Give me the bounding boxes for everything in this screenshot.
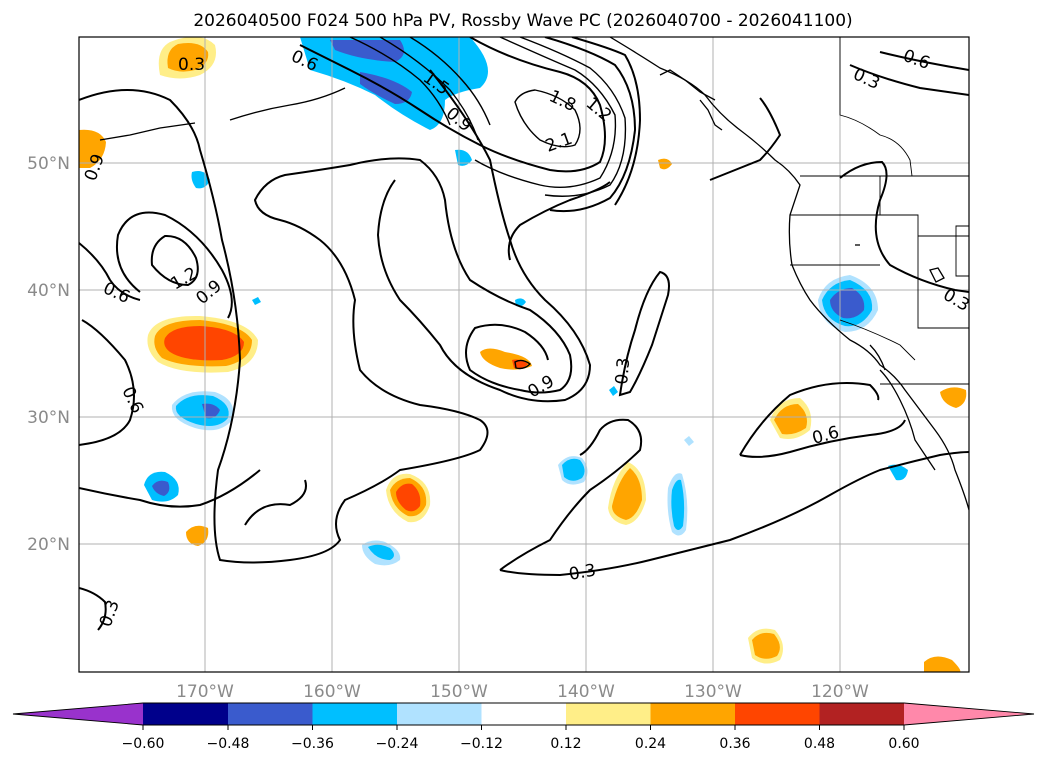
contour-label: 0.3 <box>612 357 634 386</box>
colorbar-segment <box>228 703 313 725</box>
colorbar-tick-labels: −0.60 −0.48 −0.36 −0.24 −0.12 0.12 0.24 … <box>122 736 920 752</box>
colorbar-tick-label: −0.12 <box>460 736 503 752</box>
colorbar-segment <box>143 703 228 725</box>
contour-label: 0.3 <box>567 561 597 585</box>
colorbar-segment <box>397 703 482 725</box>
colorbar-tick-label: −0.24 <box>376 736 419 752</box>
negative-anomaly <box>671 479 685 530</box>
positive-anomaly <box>774 404 807 435</box>
map-panel: 0.3 0.6 1.5 0.9 1.8 1.2 2.1 0.6 0.3 0.9 … <box>78 36 970 673</box>
positive-anomaly <box>79 129 106 168</box>
lon-label: 130°W <box>684 682 742 702</box>
positive-anomaly <box>186 525 209 546</box>
positive-anomaly <box>612 468 642 520</box>
positive-anomaly <box>658 158 672 170</box>
positive-anomaly <box>924 656 961 672</box>
colorbar-segment <box>735 703 820 725</box>
negative-anomaly <box>175 395 229 426</box>
figure-title: 2026040500 F024 500 hPa PV, Rossby Wave … <box>193 11 852 31</box>
negative-anomaly <box>609 386 618 396</box>
lon-label: 170°W <box>176 682 234 702</box>
colorbar-segment <box>312 703 397 725</box>
lat-label: 20°N <box>27 535 70 555</box>
negative-anomaly-core <box>330 40 404 62</box>
colorbar-segment <box>481 703 566 725</box>
colorbar-segment <box>819 703 904 725</box>
colorbar-tick-label: −0.36 <box>291 736 334 752</box>
positive-anomaly <box>752 632 780 659</box>
colorbar-segment <box>566 703 651 725</box>
colorbar-tick-label: 0.60 <box>888 736 919 752</box>
negative-anomaly <box>252 297 261 305</box>
lat-label: 30°N <box>27 408 70 428</box>
negative-anomaly <box>368 544 394 560</box>
map-frame <box>78 36 970 673</box>
lon-label: 160°W <box>303 682 361 702</box>
pv-contours <box>79 37 969 631</box>
lon-label: 140°W <box>557 682 615 702</box>
colorbar-tick-label: 0.48 <box>804 736 835 752</box>
colorbar-tick-label: 0.36 <box>719 736 750 752</box>
positive-anomaly-core <box>167 43 209 72</box>
lat-label: 50°N <box>27 154 70 174</box>
latitude-labels: 50°N 40°N 30°N 20°N <box>27 154 70 555</box>
colorbar-tick-label: 0.24 <box>635 736 666 752</box>
negative-anomaly <box>888 464 908 481</box>
colorbar-low-extend <box>13 703 143 725</box>
positive-anomaly-core <box>396 483 421 512</box>
colorbar-tick-label: −0.48 <box>207 736 250 752</box>
colorbar-ticks <box>142 725 905 730</box>
lon-label: 120°W <box>811 682 869 702</box>
lat-label: 40°N <box>27 281 70 301</box>
colorbar: −0.60 −0.48 −0.36 −0.24 −0.12 0.12 0.24 … <box>12 702 1035 752</box>
positive-anomaly <box>940 387 967 408</box>
positive-anomaly-core <box>164 326 244 361</box>
lon-label: 150°W <box>430 682 488 702</box>
negative-anomaly <box>562 458 585 481</box>
contour-label: 0.3 <box>178 55 205 75</box>
colorbar-segment <box>650 703 735 725</box>
longitude-labels: 170°W 160°W 150°W 140°W 130°W 120°W <box>176 682 869 702</box>
negative-anomaly-core <box>152 480 170 496</box>
colorbar-tick-label: −0.60 <box>122 736 165 752</box>
colorbar-high-extend <box>904 703 1034 725</box>
negative-anomaly-core <box>830 288 865 319</box>
negative-anomaly-core <box>202 403 220 419</box>
colorbar-tick-label: 0.12 <box>550 736 581 752</box>
negative-anomaly <box>684 436 694 446</box>
